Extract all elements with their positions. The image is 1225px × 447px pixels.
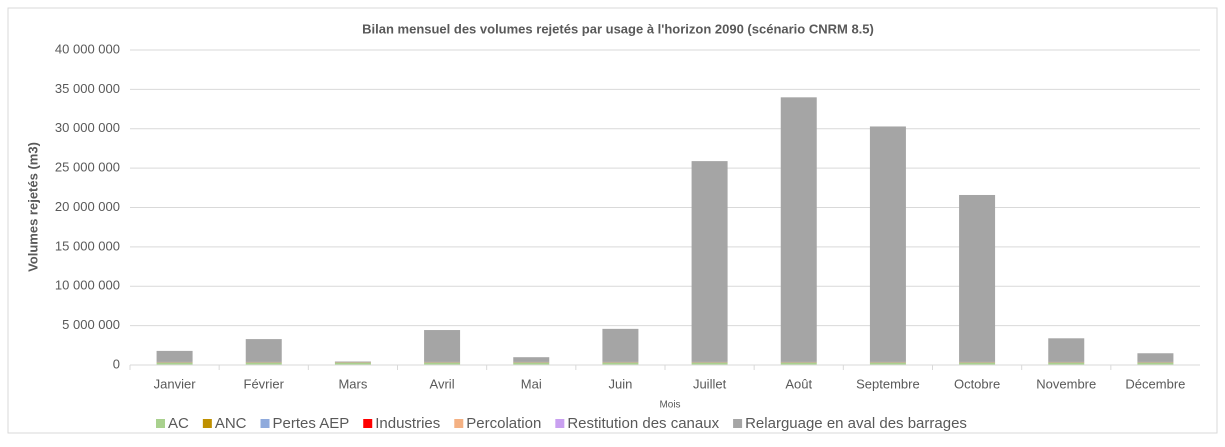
bar-segment bbox=[602, 329, 638, 362]
legend-swatch bbox=[454, 419, 463, 428]
bar-segment bbox=[959, 195, 995, 362]
bar-segment bbox=[1048, 338, 1084, 362]
bar-segment bbox=[424, 330, 460, 362]
x-tick-label: Septembre bbox=[856, 376, 920, 391]
x-tick-label: Juin bbox=[608, 376, 632, 391]
legend-swatch bbox=[156, 419, 165, 428]
y-tick-label: 20 000 000 bbox=[55, 199, 120, 214]
y-tick-label: 25 000 000 bbox=[55, 160, 120, 175]
bar-segment bbox=[692, 161, 728, 362]
x-tick-label: Avril bbox=[430, 376, 455, 391]
y-tick-label: 40 000 000 bbox=[55, 41, 120, 56]
legend-label: ANC bbox=[215, 415, 247, 432]
x-tick-label: Mai bbox=[521, 376, 542, 391]
legend-label: Pertes AEP bbox=[273, 415, 350, 432]
y-tick-label: 10 000 000 bbox=[55, 278, 120, 293]
legend-swatch bbox=[555, 419, 564, 428]
bar-segment bbox=[1137, 353, 1173, 362]
bar-segment bbox=[246, 339, 282, 362]
chart-title: Bilan mensuel des volumes rejetés par us… bbox=[362, 21, 874, 36]
bar-segment bbox=[870, 126, 906, 361]
x-tick-label: Février bbox=[244, 376, 285, 391]
legend-label: Relarguage en aval des barrages bbox=[745, 415, 967, 432]
legend-label: Restitution des canaux bbox=[567, 415, 719, 432]
x-axis-title: Mois bbox=[659, 400, 680, 411]
x-tick-label: Octobre bbox=[954, 376, 1000, 391]
legend-swatch bbox=[733, 419, 742, 428]
bar-segment bbox=[513, 357, 549, 362]
x-tick-label: Juillet bbox=[693, 376, 727, 391]
legend-label: AC bbox=[168, 415, 189, 432]
y-tick-label: 5 000 000 bbox=[62, 317, 120, 332]
x-tick-label: Mars bbox=[338, 376, 367, 391]
legend-swatch bbox=[203, 419, 212, 428]
legend-swatch bbox=[363, 419, 372, 428]
bar-segment bbox=[157, 351, 193, 362]
x-tick-label: Décembre bbox=[1125, 376, 1185, 391]
y-tick-label: 30 000 000 bbox=[55, 120, 120, 135]
bar-segment bbox=[781, 97, 817, 362]
y-axis-title: Volumes rejetés (m3) bbox=[25, 142, 40, 272]
x-tick-label: Août bbox=[785, 376, 812, 391]
legend-label: Percolation bbox=[466, 415, 541, 432]
x-tick-label: Janvier bbox=[154, 376, 197, 391]
legend-label: Industries bbox=[375, 415, 440, 432]
y-tick-label: 35 000 000 bbox=[55, 81, 120, 96]
y-tick-label: 0 bbox=[113, 356, 120, 371]
x-tick-label: Novembre bbox=[1036, 376, 1096, 391]
y-tick-label: 15 000 000 bbox=[55, 238, 120, 253]
legend-swatch bbox=[261, 419, 270, 428]
chart-frame bbox=[8, 8, 1217, 433]
